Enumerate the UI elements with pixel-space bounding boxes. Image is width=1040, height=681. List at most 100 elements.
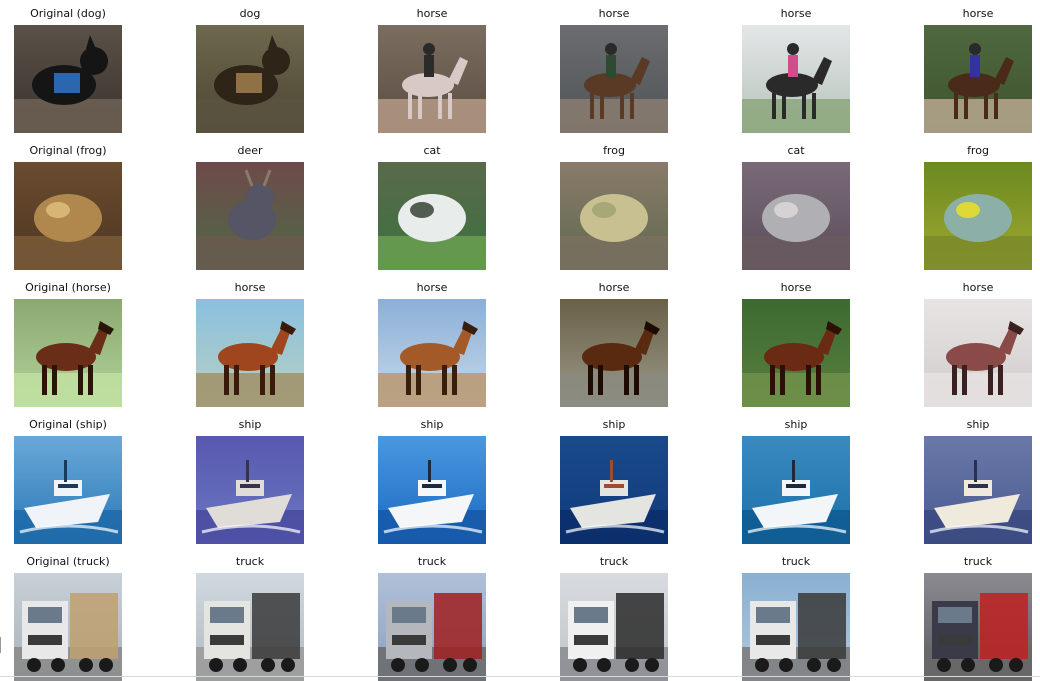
horse-icon — [378, 25, 486, 133]
image-cell: Original (ship) — [14, 411, 122, 544]
dog-icon — [14, 25, 122, 133]
image-thumbnail — [378, 436, 486, 544]
truck-icon — [924, 573, 1032, 681]
image-cell: deer — [196, 137, 304, 270]
image-label: cat — [787, 144, 805, 157]
image-cell: cat — [742, 137, 850, 270]
image-cell: truck — [196, 548, 304, 681]
image-cell: cat — [378, 137, 486, 270]
image-cell: Original (frog) — [14, 137, 122, 270]
image-thumbnail — [196, 162, 304, 270]
image-thumbnail — [742, 573, 850, 681]
image-thumbnail — [560, 299, 668, 407]
cat-icon — [378, 162, 486, 270]
horse-icon — [560, 299, 668, 407]
image-thumbnail — [924, 299, 1032, 407]
image-cell: frog — [560, 137, 668, 270]
image-cell: truck — [560, 548, 668, 681]
image-label: horse — [416, 7, 448, 20]
image-label: horse — [962, 281, 994, 294]
image-thumbnail — [14, 162, 122, 270]
image-cell: horse — [378, 274, 486, 407]
image-thumbnail — [14, 436, 122, 544]
image-thumbnail — [14, 299, 122, 407]
image-thumbnail — [196, 436, 304, 544]
image-cell: truck — [742, 548, 850, 681]
truck-icon — [14, 573, 122, 681]
ship-icon — [14, 436, 122, 544]
image-thumbnail — [560, 436, 668, 544]
truck-icon — [560, 573, 668, 681]
cat-icon — [742, 162, 850, 270]
frog-icon — [14, 162, 122, 270]
image-cell: truck — [378, 548, 486, 681]
image-label: horse — [598, 7, 630, 20]
image-thumbnail — [560, 25, 668, 133]
ship-icon — [924, 436, 1032, 544]
image-label: Original (dog) — [30, 7, 106, 20]
image-cell: horse — [560, 0, 668, 133]
image-thumbnail — [924, 436, 1032, 544]
image-label: Original (horse) — [25, 281, 111, 294]
image-thumbnail — [378, 573, 486, 681]
image-label: truck — [235, 555, 265, 568]
image-cell: dog — [196, 0, 304, 133]
image-cell: horse — [742, 0, 850, 133]
image-cell: Original (horse) — [14, 274, 122, 407]
image-thumbnail — [14, 25, 122, 133]
horse-icon — [742, 299, 850, 407]
image-cell: horse — [196, 274, 304, 407]
image-thumbnail — [924, 25, 1032, 133]
horse-icon — [742, 25, 850, 133]
image-label: Original (truck) — [26, 555, 110, 568]
image-label: dog — [239, 7, 261, 20]
truck-icon — [196, 573, 304, 681]
image-label: horse — [962, 7, 994, 20]
image-thumbnail — [742, 436, 850, 544]
image-label: horse — [416, 281, 448, 294]
scroll-edge-marker — [0, 637, 4, 653]
image-label: horse — [598, 281, 630, 294]
image-thumbnail — [924, 162, 1032, 270]
image-label: truck — [599, 555, 629, 568]
image-label: truck — [417, 555, 447, 568]
truck-icon — [742, 573, 850, 681]
image-label: ship — [966, 418, 990, 431]
image-cell: ship — [560, 411, 668, 544]
image-cell: Original (truck) — [14, 548, 122, 681]
image-label: ship — [602, 418, 626, 431]
frog-icon — [924, 162, 1032, 270]
ship-icon — [560, 436, 668, 544]
image-cell: horse — [560, 274, 668, 407]
frog-icon — [560, 162, 668, 270]
image-cell: horse — [378, 0, 486, 133]
image-thumbnail — [742, 25, 850, 133]
image-thumbnail — [378, 299, 486, 407]
image-label: truck — [781, 555, 811, 568]
image-label: ship — [784, 418, 808, 431]
image-label: horse — [780, 7, 812, 20]
ship-icon — [378, 436, 486, 544]
image-cell: frog — [924, 137, 1032, 270]
truck-icon — [378, 573, 486, 681]
image-label: frog — [967, 144, 989, 157]
image-label: frog — [603, 144, 625, 157]
ship-icon — [196, 436, 304, 544]
horse-icon — [924, 25, 1032, 133]
horse-icon — [924, 299, 1032, 407]
image-label: Original (ship) — [29, 418, 107, 431]
image-cell: Original (dog) — [14, 0, 122, 133]
image-cell: ship — [924, 411, 1032, 544]
image-thumbnail — [196, 573, 304, 681]
image-thumbnail — [742, 299, 850, 407]
image-cell: truck — [924, 548, 1032, 681]
image-label: horse — [234, 281, 266, 294]
image-thumbnail — [560, 162, 668, 270]
image-cell: ship — [378, 411, 486, 544]
horse-icon — [14, 299, 122, 407]
image-label: ship — [420, 418, 444, 431]
image-label: ship — [238, 418, 262, 431]
image-label: deer — [237, 144, 263, 157]
image-thumbnail — [560, 573, 668, 681]
dog-icon — [196, 25, 304, 133]
